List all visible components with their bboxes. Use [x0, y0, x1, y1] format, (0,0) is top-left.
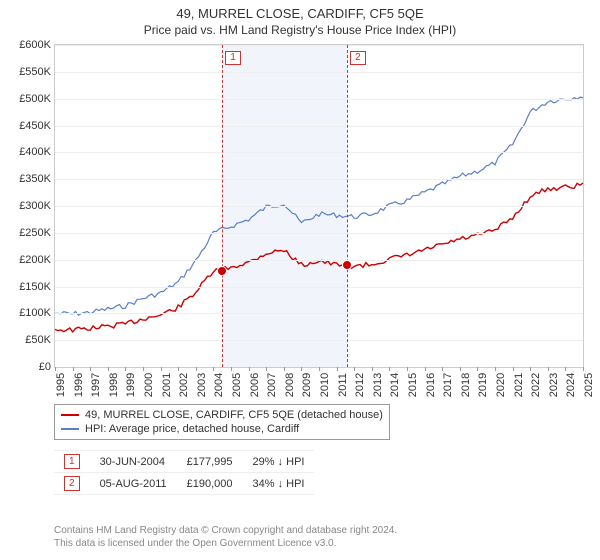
legend-item-hpi: HPI: Average price, detached house, Card… — [61, 422, 383, 436]
row-date: 05-AUG-2011 — [90, 473, 177, 495]
event-line — [222, 45, 223, 367]
x-tick-label: 1995 — [55, 373, 67, 397]
legend-swatch-hpi — [61, 428, 79, 430]
x-tick-label: 2001 — [161, 373, 173, 397]
legend-item-property: 49, MURREL CLOSE, CARDIFF, CF5 5QE (deta… — [61, 408, 383, 422]
event-line — [347, 45, 348, 367]
legend-swatch-property — [61, 414, 79, 416]
event-badge: 1 — [225, 51, 241, 65]
x-tick-label: 2010 — [319, 373, 331, 397]
transactions-table: 1 30-JUN-2004£177,99529% ↓ HPI 2 05-AUG-201… — [54, 450, 314, 495]
x-tick-label: 2004 — [213, 373, 225, 397]
y-tick-label: £0 — [39, 361, 55, 373]
x-tick-label: 2009 — [301, 373, 313, 397]
y-tick-label: £500K — [19, 93, 55, 105]
plot-area: £0£50K£100K£150K£200K£250K£300K£350K£400… — [54, 44, 584, 368]
y-tick-label: £200K — [19, 254, 55, 266]
x-tick-label: 2019 — [477, 373, 489, 397]
row-pct: 34% ↓ HPI — [243, 473, 315, 495]
event-badge: 2 — [350, 51, 366, 65]
legend-label-hpi: HPI: Average price, detached house, Card… — [85, 423, 299, 435]
chart-subtitle: Price paid vs. HM Land Registry's House … — [0, 23, 600, 37]
x-tick-label: 2017 — [442, 373, 454, 397]
x-tick-label: 2006 — [249, 373, 261, 397]
row-price: £190,000 — [177, 473, 243, 495]
x-tick-label: 1999 — [125, 373, 137, 397]
row-pct: 29% ↓ HPI — [243, 451, 315, 473]
x-tick-label: 2000 — [143, 373, 155, 397]
x-tick-label: 2016 — [425, 373, 437, 397]
event-marker — [342, 260, 352, 270]
x-tick-label: 2002 — [178, 373, 190, 397]
x-tick-label: 2015 — [407, 373, 419, 397]
x-tick-label: 2022 — [530, 373, 542, 397]
row-badge: 2 — [64, 476, 80, 491]
event-marker — [217, 266, 227, 276]
y-tick-label: £350K — [19, 173, 55, 185]
y-tick-label: £300K — [19, 200, 55, 212]
y-tick-label: £50K — [25, 334, 55, 346]
x-tick-label: 2013 — [372, 373, 384, 397]
y-tick-label: £400K — [19, 146, 55, 158]
row-badge: 1 — [64, 454, 80, 469]
x-tick-label: 2011 — [337, 373, 349, 397]
x-tick-label: 1996 — [73, 373, 85, 397]
x-tick-label: 2020 — [495, 373, 507, 397]
y-tick-label: £550K — [19, 66, 55, 78]
x-tick-label: 2014 — [389, 373, 401, 397]
attribution: Contains HM Land Registry data © Crown c… — [54, 524, 397, 550]
x-tick-label: 2024 — [565, 373, 577, 397]
x-tick-label: 1998 — [108, 373, 120, 397]
legend: 49, MURREL CLOSE, CARDIFF, CF5 5QE (deta… — [54, 404, 390, 440]
row-date: 30-JUN-2004 — [90, 451, 177, 473]
x-tick-label: 1997 — [90, 373, 102, 397]
x-tick-label: 2018 — [460, 373, 472, 397]
x-tick-label: 2023 — [548, 373, 560, 397]
x-tick-label: 2008 — [284, 373, 296, 397]
y-tick-label: £600K — [19, 39, 55, 51]
x-tick-label: 2007 — [266, 373, 278, 397]
attribution-line-2: This data is licensed under the Open Gov… — [54, 537, 397, 550]
transaction-row: 2 05-AUG-2011£190,00034% ↓ HPI — [54, 473, 314, 495]
x-tick-label: 2003 — [196, 373, 208, 397]
row-price: £177,995 — [177, 451, 243, 473]
chart-title: 49, MURREL CLOSE, CARDIFF, CF5 5QE — [0, 6, 600, 21]
y-tick-label: £100K — [19, 307, 55, 319]
x-tick-label: 2025 — [583, 373, 595, 397]
x-tick-label: 2005 — [231, 373, 243, 397]
chart-container: { "title": "49, MURREL CLOSE, CARDIFF, C… — [0, 0, 600, 560]
y-tick-label: £150K — [19, 281, 55, 293]
attribution-line-1: Contains HM Land Registry data © Crown c… — [54, 524, 397, 537]
y-tick-label: £450K — [19, 120, 55, 132]
x-tick-label: 2021 — [513, 373, 525, 397]
x-tick-label: 2012 — [354, 373, 366, 397]
transaction-row: 1 30-JUN-2004£177,99529% ↓ HPI — [54, 451, 314, 473]
y-tick-label: £250K — [19, 227, 55, 239]
legend-label-property: 49, MURREL CLOSE, CARDIFF, CF5 5QE (deta… — [85, 409, 383, 421]
